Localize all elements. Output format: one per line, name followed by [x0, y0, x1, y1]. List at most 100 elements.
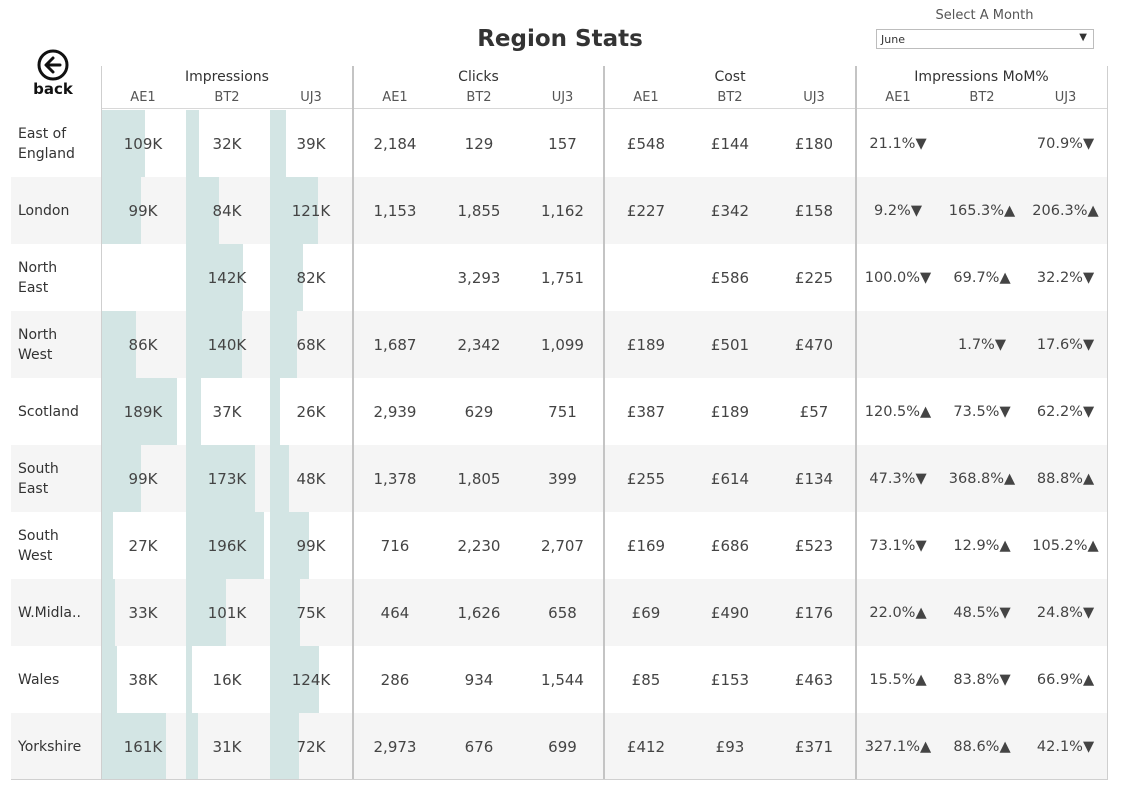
table-cell: 751 [521, 378, 604, 445]
cell-value: 399 [548, 469, 577, 488]
table-cell: 173K [185, 445, 269, 512]
table-cell: 2,230 [437, 512, 521, 579]
table-cell [101, 244, 185, 311]
table-cell: £501 [688, 311, 772, 378]
cell-value: £490 [710, 603, 750, 622]
table-row: Scotland 189K 37K 26K 2,939 629 751 £387 £189 £57… [11, 378, 1107, 445]
table-cell [940, 110, 1024, 177]
column-header: UJ3 [551, 90, 574, 105]
impressions-bar [186, 646, 192, 713]
column-header: AE1 [633, 90, 659, 105]
table-cell: 1.7%▼ [940, 311, 1024, 378]
cell-value: £176 [794, 603, 834, 622]
cell-value: 120.5%▲ [864, 403, 932, 420]
table-cell: 70.9%▼ [1024, 110, 1107, 177]
table-cell: 99K [101, 177, 185, 244]
back-button[interactable]: back [28, 49, 78, 98]
table-row: North East 142K 82K 3,293 1,751 £586 £225 100.0… [11, 244, 1107, 311]
cell-value: £586 [710, 268, 750, 287]
table-cell: 629 [437, 378, 521, 445]
cell-value: 66.9%▲ [1036, 671, 1095, 688]
table-row: Wales 38K 16K 124K 286 934 1,544 £85 £153 £463 15.… [11, 646, 1107, 713]
table-cell: 21.1%▼ [856, 110, 940, 177]
month-select[interactable]: June ▼ [876, 29, 1094, 49]
table-cell: 124K [269, 646, 353, 713]
table-cell: £93 [688, 713, 772, 780]
table-cell: £371 [772, 713, 856, 780]
cell-value: £85 [631, 670, 661, 689]
table-cell: 129 [437, 110, 521, 177]
table-cell: £144 [688, 110, 772, 177]
cell-value: £255 [626, 469, 666, 488]
cell-value: 37K [212, 402, 242, 421]
region-label: East of England [18, 125, 75, 162]
table-cell: 1,162 [521, 177, 604, 244]
impressions-bar [102, 579, 115, 646]
group-header-1: Clicks [458, 69, 499, 85]
table-cell: 1,544 [521, 646, 604, 713]
table-cell: £614 [688, 445, 772, 512]
table-cell: 86K [101, 311, 185, 378]
cell-value: 121K [291, 201, 331, 220]
table-row: W.Midla.. 33K 101K 75K 464 1,626 658 £69 £490 £17… [11, 579, 1107, 646]
cell-value: 1,378 [373, 469, 417, 488]
group-divider [603, 66, 605, 780]
cell-value: 21.1%▼ [869, 135, 927, 152]
impressions-bar [270, 311, 297, 378]
cell-value: 2,230 [457, 536, 501, 555]
table-cell: 38K [101, 646, 185, 713]
table-cell: 2,342 [437, 311, 521, 378]
table-cell: 69.7%▲ [940, 244, 1024, 311]
table-cell: £548 [604, 110, 688, 177]
cell-value: 100.0%▼ [864, 269, 932, 286]
cell-value: £180 [794, 134, 834, 153]
impressions-bar [186, 378, 201, 445]
table-cell: 658 [521, 579, 604, 646]
region-label: North East [18, 259, 58, 296]
cell-value: £463 [794, 670, 834, 689]
column-header: BT2 [969, 90, 995, 105]
cell-value: 86K [128, 335, 158, 354]
table-cell: 165.3%▲ [940, 177, 1024, 244]
cell-value: 17.6%▼ [1036, 336, 1095, 353]
impressions-bar [270, 579, 300, 646]
table-cell: £176 [772, 579, 856, 646]
cell-value: 129 [464, 134, 494, 153]
table-row: East of England 109K 32K 39K 2,184 129 157 £548… [11, 110, 1107, 177]
cell-value: 1,162 [541, 201, 584, 220]
cell-value: 99K [296, 536, 326, 555]
table-cell [604, 244, 688, 311]
month-filter-label: Select A Month [935, 8, 1034, 23]
group-header-3: Impressions MoM% [914, 69, 1049, 85]
table-row: North West 86K 140K 68K 1,687 2,342 1,099 £189 £… [11, 311, 1107, 378]
table-cell: 2,939 [353, 378, 437, 445]
table-cell: £85 [604, 646, 688, 713]
table-cell: £169 [604, 512, 688, 579]
region-label: London [18, 202, 70, 219]
month-select-value: June [881, 33, 905, 46]
cell-value: 84K [212, 201, 242, 220]
back-arrow-icon [37, 49, 69, 81]
table-cell: 42.1%▼ [1024, 713, 1107, 780]
table-cell: £686 [688, 512, 772, 579]
cell-value: 142K [207, 268, 247, 287]
cell-value: 1,626 [457, 603, 501, 622]
table-cell: 83.8%▼ [940, 646, 1024, 713]
table-cell: 140K [185, 311, 269, 378]
table-cell: £490 [688, 579, 772, 646]
table-cell: 676 [437, 713, 521, 780]
table-cell: 157 [521, 110, 604, 177]
impressions-bar [102, 646, 117, 713]
cell-value: 1,805 [457, 469, 501, 488]
table-cell: 100.0%▼ [856, 244, 940, 311]
cell-value: £93 [715, 737, 745, 756]
table-cell: 2,707 [521, 512, 604, 579]
impressions-bar [102, 311, 136, 378]
cell-value: 629 [464, 402, 494, 421]
cell-value: 24.8%▼ [1036, 604, 1095, 621]
cell-value: 73.1%▼ [869, 537, 927, 554]
column-header: BT2 [466, 90, 492, 105]
table-cell: 12.9%▲ [940, 512, 1024, 579]
cell-value: £412 [626, 737, 666, 756]
table-cell: 39K [269, 110, 353, 177]
